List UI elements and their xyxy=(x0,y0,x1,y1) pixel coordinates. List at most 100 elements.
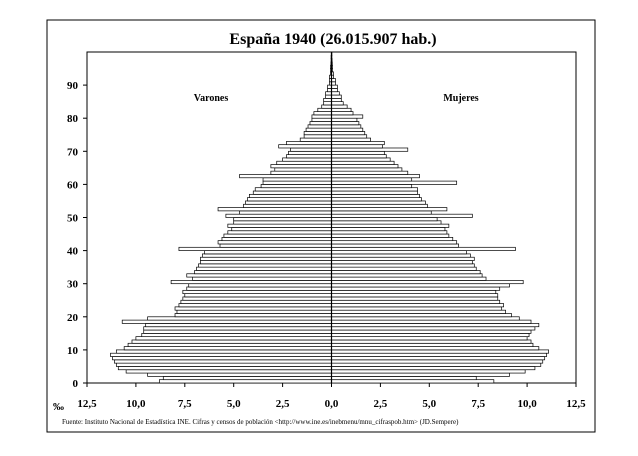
y-tick-label: 20 xyxy=(67,312,79,324)
bar-male-age-85 xyxy=(324,98,332,101)
y-tick-label: 70 xyxy=(67,146,79,158)
bar-female-age-67 xyxy=(332,158,391,161)
bar-male-age-28 xyxy=(187,287,332,290)
bar-male-age-15 xyxy=(144,330,332,333)
bar-female-age-89 xyxy=(332,85,338,88)
bar-female-age-80 xyxy=(332,115,363,118)
bar-male-age-10 xyxy=(124,347,331,350)
y-tick-label: 90 xyxy=(67,80,79,92)
bar-female-age-88 xyxy=(332,88,338,91)
bar-female-age-15 xyxy=(332,330,532,333)
bar-female-age-54 xyxy=(332,201,426,204)
bar-female-age-66 xyxy=(332,161,395,164)
bar-male-age-36 xyxy=(200,261,331,264)
bar-female-age-19 xyxy=(332,317,520,320)
bar-female-age-68 xyxy=(332,155,387,158)
bar-female-age-20 xyxy=(332,313,512,316)
bar-male-age-54 xyxy=(245,201,331,204)
bar-female-age-78 xyxy=(332,122,359,125)
bar-male-age-64 xyxy=(275,168,332,171)
bar-female-age-18 xyxy=(332,320,532,323)
bar-male-age-24 xyxy=(181,300,332,303)
x-tick-label: 7,5 xyxy=(471,398,485,410)
bar-female-age-86 xyxy=(332,95,342,98)
bar-male-age-11 xyxy=(128,343,331,346)
bar-female-age-32 xyxy=(332,274,483,277)
bar-female-age-44 xyxy=(332,234,449,237)
bar-male-age-5 xyxy=(116,363,331,366)
bar-male-age-25 xyxy=(183,297,332,300)
bar-female-age-79 xyxy=(332,118,357,121)
bar-male-age-50 xyxy=(226,214,332,217)
bar-male-age-12 xyxy=(132,340,332,343)
bar-female-age-57 xyxy=(332,191,418,194)
series-label-mujeres: Mujeres xyxy=(443,93,478,104)
bar-female-age-65 xyxy=(332,165,399,168)
bar-male-age-55 xyxy=(247,198,331,201)
bar-female-age-30 xyxy=(332,280,524,283)
bar-female-age-73 xyxy=(332,138,371,141)
bar-male-age-3 xyxy=(126,370,331,373)
bar-female-age-55 xyxy=(332,198,422,201)
bar-female-age-24 xyxy=(332,300,500,303)
bar-male-age-67 xyxy=(283,158,332,161)
bar-female-age-59 xyxy=(332,184,412,187)
y-tick-label: 40 xyxy=(67,246,79,258)
bar-male-age-60 xyxy=(263,181,331,184)
x-tick-label: 10,0 xyxy=(517,398,537,410)
bar-male-age-44 xyxy=(224,234,332,237)
bar-female-age-13 xyxy=(332,337,528,340)
bar-male-age-22 xyxy=(175,307,331,310)
bar-female-age-63 xyxy=(332,171,408,174)
bar-male-age-86 xyxy=(326,95,332,98)
bar-female-age-58 xyxy=(332,188,418,191)
bar-female-age-70 xyxy=(332,148,408,151)
bar-female-age-75 xyxy=(332,131,365,134)
bar-male-age-34 xyxy=(197,267,332,270)
bar-male-age-80 xyxy=(312,115,332,118)
bar-male-age-82 xyxy=(318,108,332,111)
bar-male-age-77 xyxy=(308,125,331,128)
bar-female-age-48 xyxy=(332,221,442,224)
bar-female-age-43 xyxy=(332,237,453,240)
bar-male-age-78 xyxy=(310,122,332,125)
series-label-varones: Varones xyxy=(194,93,229,104)
bar-female-age-81 xyxy=(332,112,354,115)
bar-male-age-62 xyxy=(240,174,332,177)
bar-female-age-25 xyxy=(332,297,498,300)
bar-male-age-23 xyxy=(179,304,332,307)
bar-male-age-32 xyxy=(187,274,332,277)
bar-male-age-58 xyxy=(255,188,331,191)
bar-male-age-18 xyxy=(122,320,331,323)
bar-male-age-53 xyxy=(243,204,331,207)
bar-female-age-23 xyxy=(332,304,504,307)
bar-female-age-4 xyxy=(332,366,535,369)
bar-male-age-81 xyxy=(314,112,332,115)
bar-female-age-29 xyxy=(332,284,510,287)
bar-male-age-66 xyxy=(277,161,332,164)
x-tick-label: 5,0 xyxy=(227,398,241,410)
bar-female-age-40 xyxy=(332,247,516,250)
bar-male-age-2 xyxy=(148,373,332,376)
bar-male-age-30 xyxy=(171,280,331,283)
bar-female-age-41 xyxy=(332,244,459,247)
bar-male-age-45 xyxy=(228,231,332,234)
y-tick-label: 0 xyxy=(73,378,79,390)
y-tick-label: 50 xyxy=(67,213,79,225)
bar-male-age-19 xyxy=(148,317,332,320)
bar-female-age-61 xyxy=(332,178,412,181)
bar-male-age-14 xyxy=(142,333,332,336)
bar-female-age-47 xyxy=(332,224,449,227)
bar-male-age-63 xyxy=(271,171,332,174)
bar-female-age-34 xyxy=(332,267,477,270)
bar-female-age-16 xyxy=(332,327,535,330)
bar-female-age-49 xyxy=(332,218,438,221)
x-tick-label: 5,0 xyxy=(422,398,436,410)
bar-female-age-14 xyxy=(332,333,530,336)
bar-female-age-9 xyxy=(332,350,549,353)
x-tick-label: 12,5 xyxy=(77,398,97,410)
bar-male-age-75 xyxy=(304,131,331,134)
bar-male-age-43 xyxy=(222,237,332,240)
